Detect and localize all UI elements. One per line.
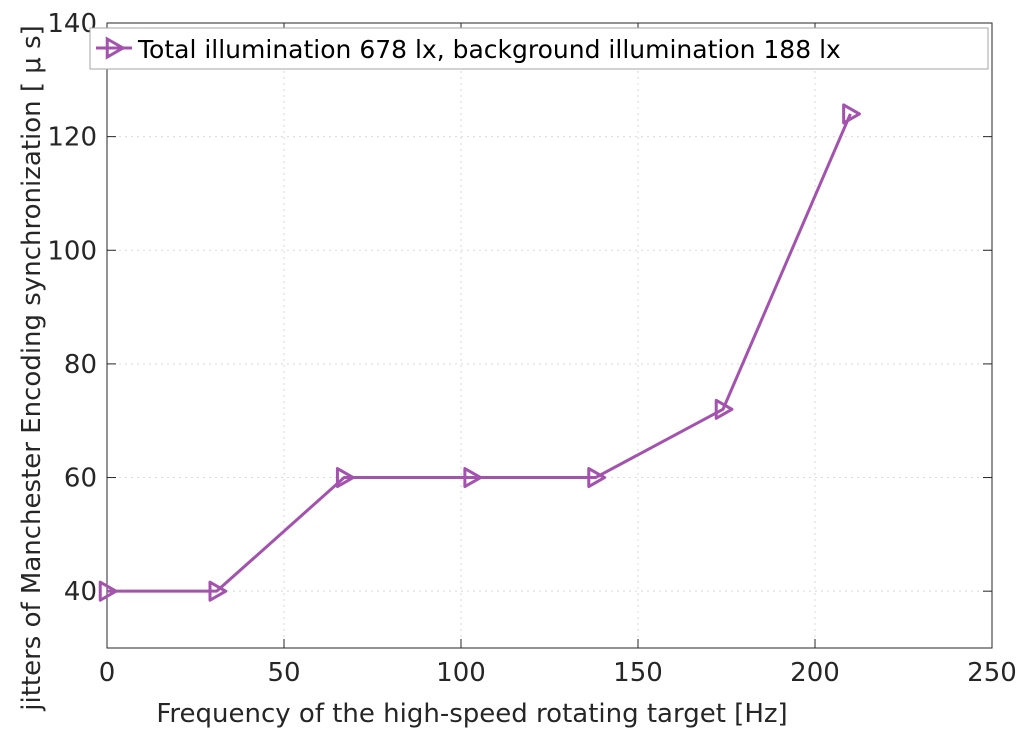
series-line (107, 113, 852, 593)
axis-ticks (106, 22, 993, 648)
legend: Total illumination 678 lx, background il… (89, 27, 989, 70)
data-point-marker (335, 467, 355, 489)
plot-area-frame (106, 22, 993, 649)
x-tick-label: 100 (436, 658, 486, 688)
data-point-marker (842, 103, 861, 125)
data-point-marker (587, 467, 607, 489)
legend-marker-icon (105, 36, 127, 60)
tick-labels: 0 50 100 150 200 250 40 60 80 100 120 140 (47, 9, 1016, 688)
x-tick-label: 250 (967, 658, 1017, 688)
data-point-marker (208, 580, 228, 602)
y-axis-label: jitters of Manchester Encoding synchroni… (17, 25, 47, 712)
x-tick-label: 150 (613, 658, 663, 688)
y-tick-label: 80 (64, 350, 97, 380)
y-tick-label: 40 (64, 577, 97, 607)
y-tick-label: 60 (64, 464, 97, 494)
data-point-marker (463, 467, 483, 489)
y-tick-label: 100 (47, 236, 97, 266)
data-point-marker (714, 398, 734, 420)
x-axis-label: Frequency of the high-speed rotating tar… (156, 699, 787, 729)
x-tick-label: 50 (267, 658, 300, 688)
legend-series-name: Total illumination 678 lx, background il… (137, 35, 841, 64)
y-tick-label: 140 (47, 9, 97, 39)
series-layer (98, 103, 861, 602)
grid-lines (107, 23, 992, 648)
legend-box (89, 27, 989, 70)
x-tick-label: 0 (99, 658, 116, 688)
x-tick-label: 200 (790, 658, 840, 688)
y-tick-label: 120 (47, 123, 97, 153)
data-point-marker (98, 580, 118, 602)
